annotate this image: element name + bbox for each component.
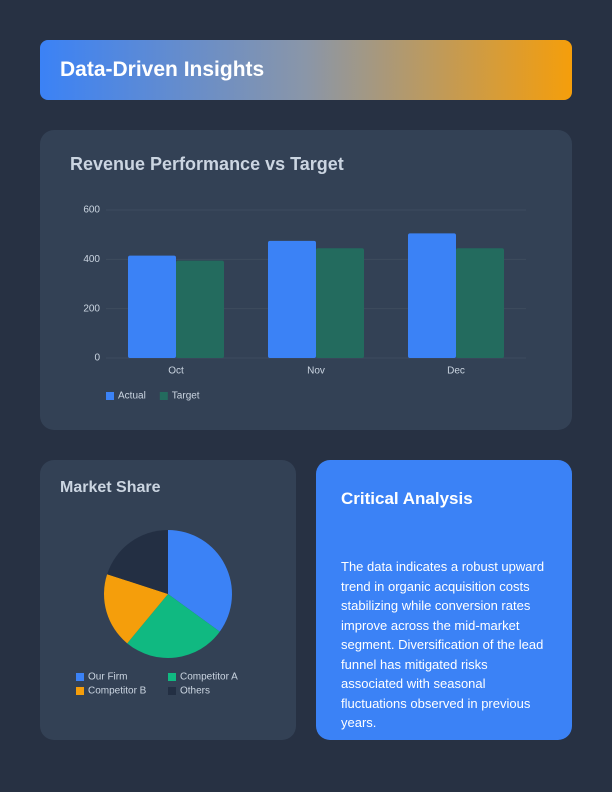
bar: [316, 248, 364, 358]
analysis-title: Critical Analysis: [341, 489, 473, 508]
y-tick-label: 0: [94, 353, 100, 364]
y-tick-label: 400: [83, 254, 100, 265]
x-tick-label: Dec: [447, 366, 465, 377]
legend-swatch: [168, 687, 176, 695]
x-tick-label: Oct: [168, 366, 184, 377]
header-title: Data-Driven Insights: [60, 58, 265, 81]
legend-swatch: [76, 687, 84, 695]
x-tick-label: Nov: [307, 366, 325, 377]
analysis-card: Critical Analysis The data indicates a r…: [316, 460, 572, 740]
legend-label: Actual: [118, 391, 146, 402]
legend-swatch: [168, 673, 176, 681]
analysis-text: The data indicates a robust upward trend…: [341, 559, 545, 730]
pie-slice: [127, 594, 220, 658]
pie-slice: [168, 530, 233, 632]
legend-label: Target: [172, 391, 200, 402]
bar-title: Revenue Performance vs Target: [70, 154, 344, 174]
pie-title: Market Share: [60, 479, 161, 496]
y-tick-label: 600: [83, 205, 100, 216]
legend-swatch: [106, 392, 114, 400]
legend-label: Competitor B: [88, 686, 147, 697]
legend-label: Our Firm: [88, 672, 127, 683]
pie-slice: [107, 530, 168, 594]
bar: [408, 233, 456, 358]
legend-label: Competitor A: [180, 672, 238, 683]
legend-label: Others: [180, 686, 210, 697]
bar: [176, 260, 224, 358]
pie-slice: [104, 574, 168, 644]
bar: [128, 255, 176, 358]
header-banner: Data-Driven Insights: [40, 40, 572, 100]
bar: [268, 240, 316, 358]
bar: [456, 248, 504, 358]
legend-swatch: [159, 392, 168, 400]
legend-swatch: [76, 673, 84, 681]
y-tick-label: 200: [83, 303, 100, 314]
